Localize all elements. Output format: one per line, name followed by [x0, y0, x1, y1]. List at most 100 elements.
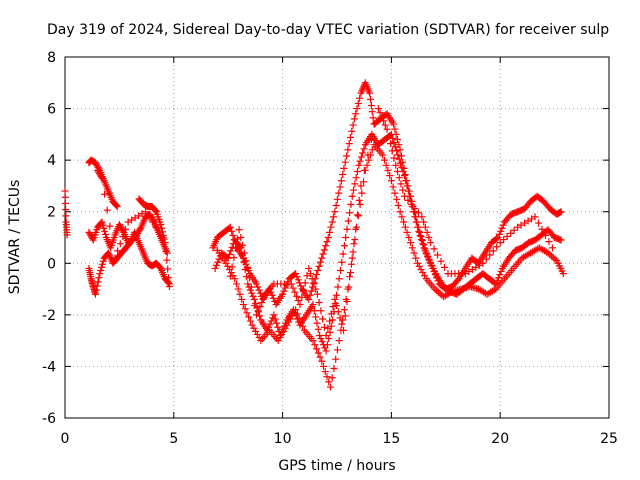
data-point — [245, 313, 253, 321]
data-point — [494, 274, 502, 282]
data-point — [165, 280, 173, 288]
data-point — [255, 334, 263, 342]
data-point — [97, 173, 105, 181]
data-point — [363, 161, 371, 169]
data-point — [371, 120, 379, 128]
data-point — [287, 280, 295, 288]
data-point — [404, 196, 412, 204]
grid — [65, 57, 609, 418]
data-point — [314, 267, 322, 275]
data-point — [507, 229, 515, 237]
data-point — [294, 276, 302, 284]
data-point — [401, 223, 409, 231]
data-point — [251, 302, 259, 310]
data-point — [365, 156, 373, 164]
data-point — [433, 287, 441, 295]
data-point — [293, 273, 301, 281]
data-point — [389, 183, 397, 191]
data-point — [316, 331, 324, 339]
data-point — [346, 269, 354, 277]
data-point — [391, 143, 399, 151]
data-point — [421, 223, 429, 231]
data-point — [214, 258, 222, 266]
data-point — [349, 121, 357, 129]
data-point — [417, 265, 425, 273]
data-point — [211, 264, 219, 272]
data-point — [252, 280, 260, 288]
data-point — [310, 280, 318, 288]
data-point — [321, 368, 329, 376]
data-point — [163, 249, 171, 257]
data-point — [332, 202, 340, 210]
x-axis-label: GPS time / hours — [278, 458, 395, 474]
data-point — [557, 208, 565, 216]
data-point — [316, 258, 324, 266]
data-point — [254, 307, 262, 315]
data-point — [242, 273, 250, 281]
data-point — [353, 167, 361, 175]
data-point — [312, 285, 320, 293]
data-point — [163, 256, 171, 264]
data-point — [352, 110, 360, 118]
data-point — [350, 115, 358, 123]
data-point — [434, 288, 442, 296]
data-point — [119, 232, 127, 240]
data-point — [347, 260, 355, 268]
data-point — [391, 125, 399, 133]
data-point — [100, 224, 108, 232]
data-point — [322, 242, 330, 250]
data-point — [313, 271, 321, 279]
data-point — [98, 218, 106, 226]
data-point — [113, 203, 121, 211]
data-point — [329, 303, 337, 311]
data-point — [440, 263, 448, 271]
data-point — [333, 291, 341, 299]
x-tick-label: 15 — [382, 431, 400, 447]
data-point — [357, 182, 365, 190]
data-point — [279, 290, 287, 298]
data-point — [380, 117, 388, 125]
data-point — [414, 259, 422, 267]
data-point — [415, 227, 423, 235]
data-point — [228, 243, 236, 251]
data-point — [297, 318, 305, 326]
data-point — [403, 182, 411, 190]
data-point — [408, 244, 416, 252]
data-point — [98, 263, 106, 271]
data-point — [389, 134, 397, 142]
data-point — [315, 262, 323, 270]
data-point — [268, 291, 276, 299]
data-point — [94, 278, 102, 286]
data-point — [390, 139, 398, 147]
data-point — [411, 205, 419, 213]
data-point — [353, 211, 361, 219]
data-point — [339, 250, 347, 258]
data-point — [340, 242, 348, 250]
data-point — [305, 295, 313, 303]
data-point — [393, 167, 401, 175]
data-point — [541, 231, 549, 239]
data-point — [350, 240, 358, 248]
data-point — [348, 254, 356, 262]
data-point — [349, 248, 357, 256]
data-point — [295, 314, 303, 322]
data-point — [496, 239, 504, 247]
data-point — [379, 151, 387, 159]
data-point — [356, 200, 364, 208]
data-point — [403, 228, 411, 236]
data-point — [352, 174, 360, 182]
data-point — [348, 127, 356, 135]
data-point — [324, 234, 332, 241]
data-point — [101, 227, 109, 235]
data-point — [355, 196, 363, 204]
y-tick-label: -2 — [42, 308, 56, 324]
data-point — [359, 149, 367, 157]
data-point — [246, 317, 254, 325]
data-point — [335, 189, 343, 197]
data-point — [293, 292, 301, 300]
data-point — [397, 159, 405, 167]
data-point — [329, 316, 337, 324]
data-point — [407, 239, 415, 247]
data-point — [338, 258, 346, 266]
data-point — [407, 200, 415, 208]
